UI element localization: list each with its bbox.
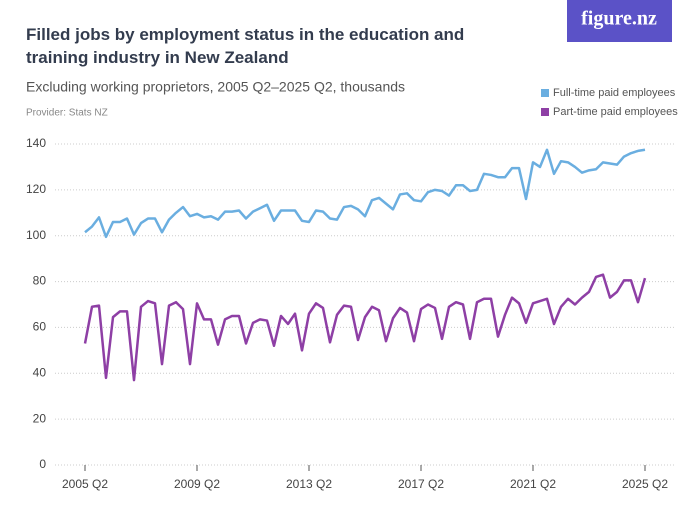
y-tick-label: 60 bbox=[33, 320, 47, 334]
legend-swatch bbox=[541, 108, 549, 116]
y-tick-label: 120 bbox=[26, 182, 46, 196]
legend-swatch bbox=[541, 89, 549, 97]
y-tick-label: 0 bbox=[39, 457, 46, 471]
x-tick-label: 2013 Q2 bbox=[286, 477, 332, 491]
legend-label: Full-time paid employees bbox=[553, 87, 676, 99]
y-tick-label: 20 bbox=[33, 411, 47, 425]
x-tick-label: 2021 Q2 bbox=[510, 477, 556, 491]
subtitle: Excluding working proprietors, 2005 Q2–2… bbox=[26, 79, 405, 95]
series-line bbox=[83, 273, 647, 382]
series-line bbox=[84, 148, 646, 239]
x-tick-label: 2017 Q2 bbox=[398, 477, 444, 491]
y-tick-label: 80 bbox=[33, 274, 47, 288]
y-tick-label: 40 bbox=[33, 365, 47, 379]
provider: Provider: Stats NZ bbox=[26, 108, 108, 119]
x-tick-label: 2005 Q2 bbox=[62, 477, 108, 491]
chart-title: Filled jobs by employment status in the … bbox=[26, 25, 464, 67]
logo: figure.nz bbox=[581, 8, 657, 30]
x-tick-label: 2009 Q2 bbox=[174, 477, 220, 491]
y-tick-label: 100 bbox=[26, 228, 46, 242]
x-tick-label: 2025 Q2 bbox=[622, 477, 668, 491]
logo-box bbox=[567, 0, 672, 42]
y-tick-label: 140 bbox=[26, 136, 46, 150]
legend-label: Part-time paid employees bbox=[553, 106, 678, 118]
